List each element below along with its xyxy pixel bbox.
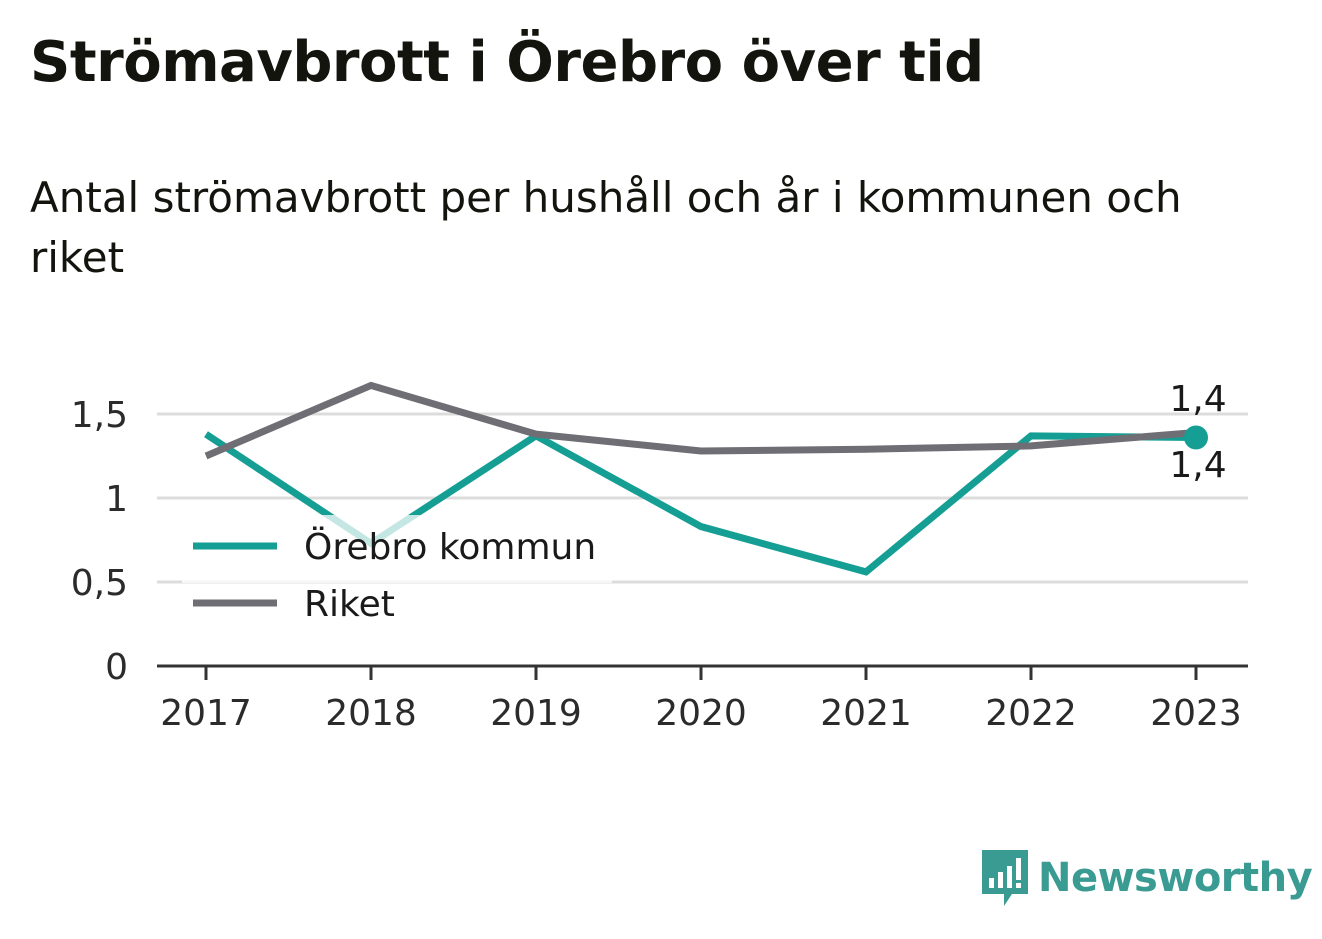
data-point-marker bbox=[1184, 425, 1208, 450]
newsworthy-brand: Newsworthy bbox=[980, 848, 1313, 908]
brand-name: Newsworthy bbox=[1038, 855, 1313, 901]
legend: Örebro kommun Riket bbox=[182, 515, 612, 625]
x-tick-label: 2023 bbox=[1150, 693, 1242, 734]
y-tick-label: 0,5 bbox=[71, 563, 128, 604]
chart-subtitle: Antal strömavbrott per hushåll och år i … bbox=[30, 173, 1182, 282]
end-label-orebro: 1,4 bbox=[1169, 445, 1226, 486]
newsworthy-logo-icon bbox=[982, 850, 1028, 906]
chart-title: Strömavbrott i Örebro över tid bbox=[30, 30, 984, 95]
end-label-riket: 1,4 bbox=[1169, 379, 1226, 420]
x-axis: 2017 2018 2019 2020 2021 2022 2023 bbox=[157, 664, 1248, 734]
end-labels: 1,4 1,4 bbox=[1169, 379, 1226, 486]
x-tick-label: 2022 bbox=[985, 693, 1077, 734]
y-tick-label: 1 bbox=[105, 479, 128, 520]
y-tick-label: 0 bbox=[105, 647, 128, 688]
x-tick-label: 2018 bbox=[325, 693, 417, 734]
x-tick-label: 2017 bbox=[160, 693, 252, 734]
x-tick-label: 2020 bbox=[655, 693, 747, 734]
legend-label: Riket bbox=[304, 584, 395, 625]
y-axis-ticks: 0 0,5 1 1,5 bbox=[71, 395, 128, 688]
legend-label: Örebro kommun bbox=[304, 526, 596, 568]
series-line bbox=[204, 381, 1197, 460]
x-tick-label: 2021 bbox=[820, 693, 912, 734]
y-tick-label: 1,5 bbox=[71, 395, 128, 436]
x-tick-label: 2019 bbox=[490, 693, 582, 734]
